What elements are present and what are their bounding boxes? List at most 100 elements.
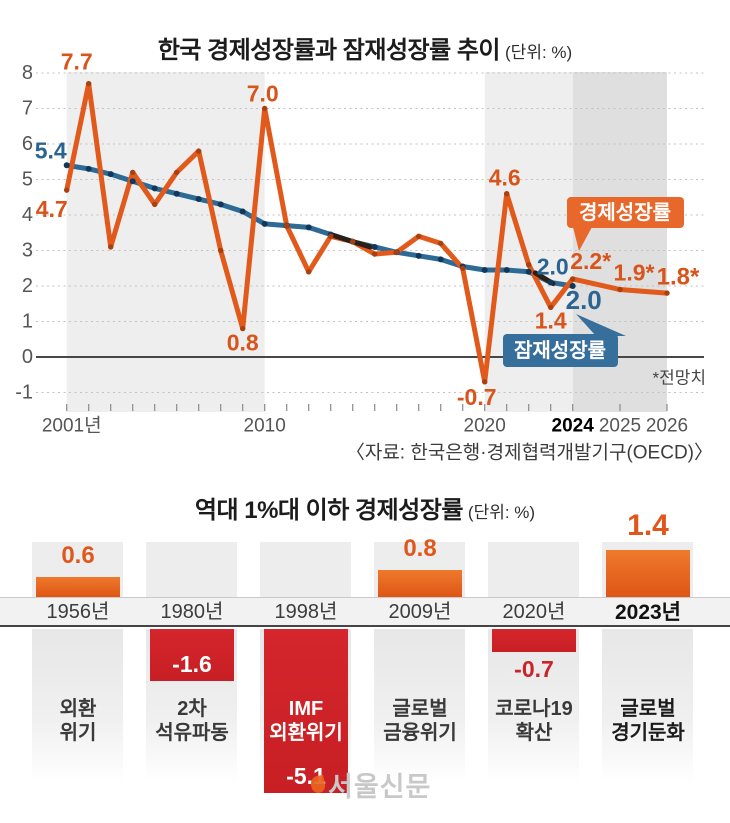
column-stripe: [488, 542, 579, 597]
data-point: [525, 268, 532, 275]
bottom-chart-title: 역대 1%대 이하 경제성장률 (단위: %): [0, 490, 730, 525]
gdp-growth-badge: 경제성장률: [567, 197, 684, 251]
y-axis-label: 2: [22, 275, 33, 297]
y-axis-label: -1: [15, 382, 33, 404]
point-label: 4.6: [489, 165, 521, 191]
data-point: [306, 269, 312, 275]
data-point: [482, 379, 488, 385]
data-point: [63, 162, 70, 169]
x-axis-label: 2026: [646, 416, 688, 437]
data-point: [85, 165, 92, 172]
year-label: 1956년: [46, 601, 110, 623]
data-point: [262, 105, 268, 112]
growth-bar: [492, 629, 576, 652]
data-point: [218, 247, 224, 254]
year-label: 2009년: [388, 601, 452, 623]
data-point: [261, 220, 268, 227]
cause-label-line: 2차: [177, 698, 207, 720]
data-point: [152, 201, 158, 208]
growth-bar: [378, 570, 462, 597]
gdp-badge-box: [567, 197, 684, 228]
year-label: 2023년: [614, 601, 682, 624]
data-point: [504, 191, 510, 197]
data-point: [415, 252, 422, 259]
point-label: 0.8: [227, 330, 259, 356]
x-axis-label: 2020: [464, 416, 506, 437]
y-axis-label: 3: [22, 240, 33, 262]
data-point: [195, 196, 202, 203]
data-point: [416, 233, 422, 239]
point-label: -0.7: [457, 384, 497, 410]
cause-label: 글로벌 금융위기: [364, 697, 476, 745]
cause-label: IMF 외환위기: [250, 697, 362, 745]
x-axis-label: 2025: [599, 416, 641, 437]
cause-label-line: 글로벌: [392, 698, 448, 720]
forecast-footnote: *전망치: [652, 369, 706, 388]
y-axis-label: 4: [22, 204, 33, 226]
data-point: [437, 256, 444, 263]
cause-label-line: 코로나19: [495, 698, 573, 720]
point-label: 1.8*: [657, 264, 700, 291]
data-point: [481, 267, 488, 274]
data-point: [217, 201, 224, 208]
cause-label-line: 경기둔화: [611, 722, 685, 744]
data-point: [328, 233, 334, 239]
data-point: [239, 208, 246, 215]
bar-value-label: 0.6: [61, 542, 95, 569]
growth-bar: [36, 577, 120, 597]
point-label: 7.0: [247, 81, 279, 107]
top-chart-title-text: 한국 경제성장률과 잠재성장률 추이: [157, 37, 501, 64]
potential-badge-pointer: [576, 314, 626, 336]
bottom-chart-title-text: 역대 1%대 이하 경제성장률: [194, 497, 464, 524]
column-stripe: [32, 629, 123, 795]
data-point: [196, 148, 202, 154]
cause-label-line: 외환위기: [269, 722, 343, 744]
y-axis-label: 1: [22, 311, 33, 333]
data-point: [129, 178, 136, 185]
bar-value-label: -1.6: [172, 651, 212, 677]
data-point: [548, 304, 554, 310]
data-point: [664, 290, 670, 296]
point-label: 7.7: [61, 49, 93, 75]
data-point: [284, 222, 290, 229]
point-label: 2.0: [537, 253, 569, 279]
year-label: 1998년: [274, 601, 338, 623]
y-axis-label: 7: [22, 98, 33, 120]
bottom-chart-unit-label: (단위: %): [467, 503, 536, 522]
cause-label: 코로나19 확산: [478, 697, 590, 745]
data-point: [526, 262, 532, 268]
point-label: 1.9*: [614, 260, 655, 286]
cause-label: 글로벌 경기둔화: [592, 697, 704, 745]
shaded-band: [66, 72, 265, 412]
cause-label-line: IMF: [288, 698, 324, 720]
cause-label-line: 석유파동: [155, 722, 229, 744]
bar-value-label: 0.8: [403, 535, 437, 562]
potential-badge-label: 잠재성장률: [514, 339, 606, 362]
line-series-potential: [64, 162, 576, 289]
cause-label-line: 금융위기: [383, 722, 457, 744]
data-point: [547, 279, 554, 286]
data-point: [503, 267, 510, 274]
bar-value-label: -0.7: [514, 656, 554, 682]
column-stripe: [374, 629, 465, 795]
x-axis-label: 2001년: [42, 415, 102, 437]
point-label: 1.4: [535, 307, 567, 333]
data-point: [617, 286, 623, 293]
year-label: 2020년: [502, 601, 566, 623]
cause-label: 외환 위기: [22, 697, 134, 745]
y-axis-label: 6: [22, 133, 33, 155]
data-point: [570, 276, 576, 282]
top-chart-title: 한국 경제성장률과 잠재성장률 추이 (단위: %): [0, 30, 730, 65]
data-point: [130, 169, 136, 176]
cause-label-line: 확산: [515, 722, 553, 744]
x-axis-label: 2024: [552, 416, 595, 437]
data-point: [569, 283, 576, 289]
watermark: 서울신문: [309, 765, 431, 804]
point-label: 5.4: [35, 137, 67, 163]
cause-label-line: 위기: [59, 722, 97, 744]
cause-label-line: 외환: [59, 698, 97, 720]
growth-bar: [264, 629, 348, 793]
data-point: [107, 171, 114, 178]
growth-bar: [606, 550, 690, 597]
line-chart-plot: 8 7 6 5 4 3 2 1 0 -1 2001년 2010 2020 2024 2025 2026 4.7 7…: [15, 49, 704, 437]
